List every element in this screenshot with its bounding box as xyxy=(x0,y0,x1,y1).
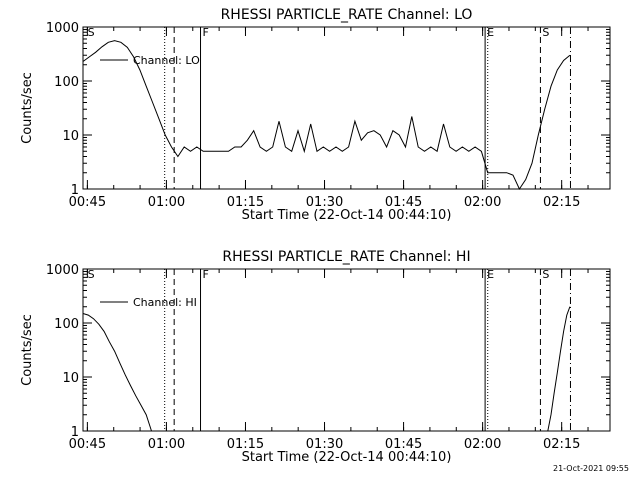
y-tick-label: 1000 xyxy=(46,21,79,36)
legend-label: Channel: HI xyxy=(133,296,197,309)
chart-panel-1: RHESSI PARTICLE_RATE Channel: LO 1 10 100 10… xyxy=(20,7,611,223)
x-tick-label: 00:45 xyxy=(69,437,106,452)
x-tick-label: 02:00 xyxy=(464,195,501,210)
y-axis-label: Counts/sec xyxy=(20,314,35,386)
x-tick-label: 02:15 xyxy=(543,437,580,452)
legend: Channel: HI xyxy=(100,296,197,309)
marker-label: F xyxy=(203,26,209,39)
x-tick-label: 01:30 xyxy=(306,437,343,452)
legend-label: Channel: LO xyxy=(133,54,200,67)
x-tick-label: 01:00 xyxy=(148,437,185,452)
x-axis: 00:45 01:00 01:15 01:30 01:45 02:00 02:15 xyxy=(69,269,589,452)
marker-label: S xyxy=(542,268,549,281)
x-axis-label: Start Time (22-Oct-14 00:44:10) xyxy=(242,450,452,465)
y-tick-label: 1 xyxy=(71,425,79,440)
series-line xyxy=(82,306,571,432)
y-tick-label: 100 xyxy=(54,75,79,90)
y-axis: 1 10 100 1000 xyxy=(46,263,610,440)
plot-frame xyxy=(82,268,611,432)
x-tick-label: 01:30 xyxy=(306,195,343,210)
x-tick-label: 01:15 xyxy=(227,195,264,210)
x-tick-label: 01:45 xyxy=(385,437,422,452)
y-tick-label: 1000 xyxy=(46,263,79,278)
x-tick-label: 02:00 xyxy=(464,437,501,452)
chart-title: RHESSI PARTICLE_RATE Channel: LO xyxy=(221,7,473,23)
footer-date: 21-Oct-2021 09:55 xyxy=(553,464,629,473)
marker-label: S xyxy=(542,26,549,39)
series-line xyxy=(82,40,571,191)
y-tick-label: 10 xyxy=(62,129,79,144)
x-tick-label: 01:45 xyxy=(385,195,422,210)
chart-panel-2: RHESSI PARTICLE_RATE Channel: HI 1 10 100 10… xyxy=(20,249,611,465)
marker-label: F xyxy=(203,268,209,281)
x-tick-label: 01:00 xyxy=(148,195,185,210)
x-tick-label: 00:45 xyxy=(69,195,106,210)
y-tick-label: 100 xyxy=(54,317,79,332)
x-axis: 00:45 01:00 01:15 01:30 01:45 02:00 02:15 xyxy=(69,27,589,210)
chart-title: RHESSI PARTICLE_RATE Channel: HI xyxy=(222,249,470,265)
y-tick-label: 10 xyxy=(62,371,79,386)
marker-label: E xyxy=(487,268,494,281)
y-tick-label: 1 xyxy=(71,183,79,198)
marker-label: E xyxy=(487,26,494,39)
legend: Channel: LO xyxy=(100,54,200,67)
x-tick-label: 02:15 xyxy=(543,195,580,210)
y-axis: 1 10 100 1000 xyxy=(46,21,610,198)
y-axis-label: Counts/sec xyxy=(20,72,35,144)
x-axis-label: Start Time (22-Oct-14 00:44:10) xyxy=(242,208,452,223)
x-tick-label: 01:15 xyxy=(227,437,264,452)
plot-frame xyxy=(82,26,611,190)
marker-label: S xyxy=(88,26,95,39)
marker-label: S xyxy=(88,268,95,281)
